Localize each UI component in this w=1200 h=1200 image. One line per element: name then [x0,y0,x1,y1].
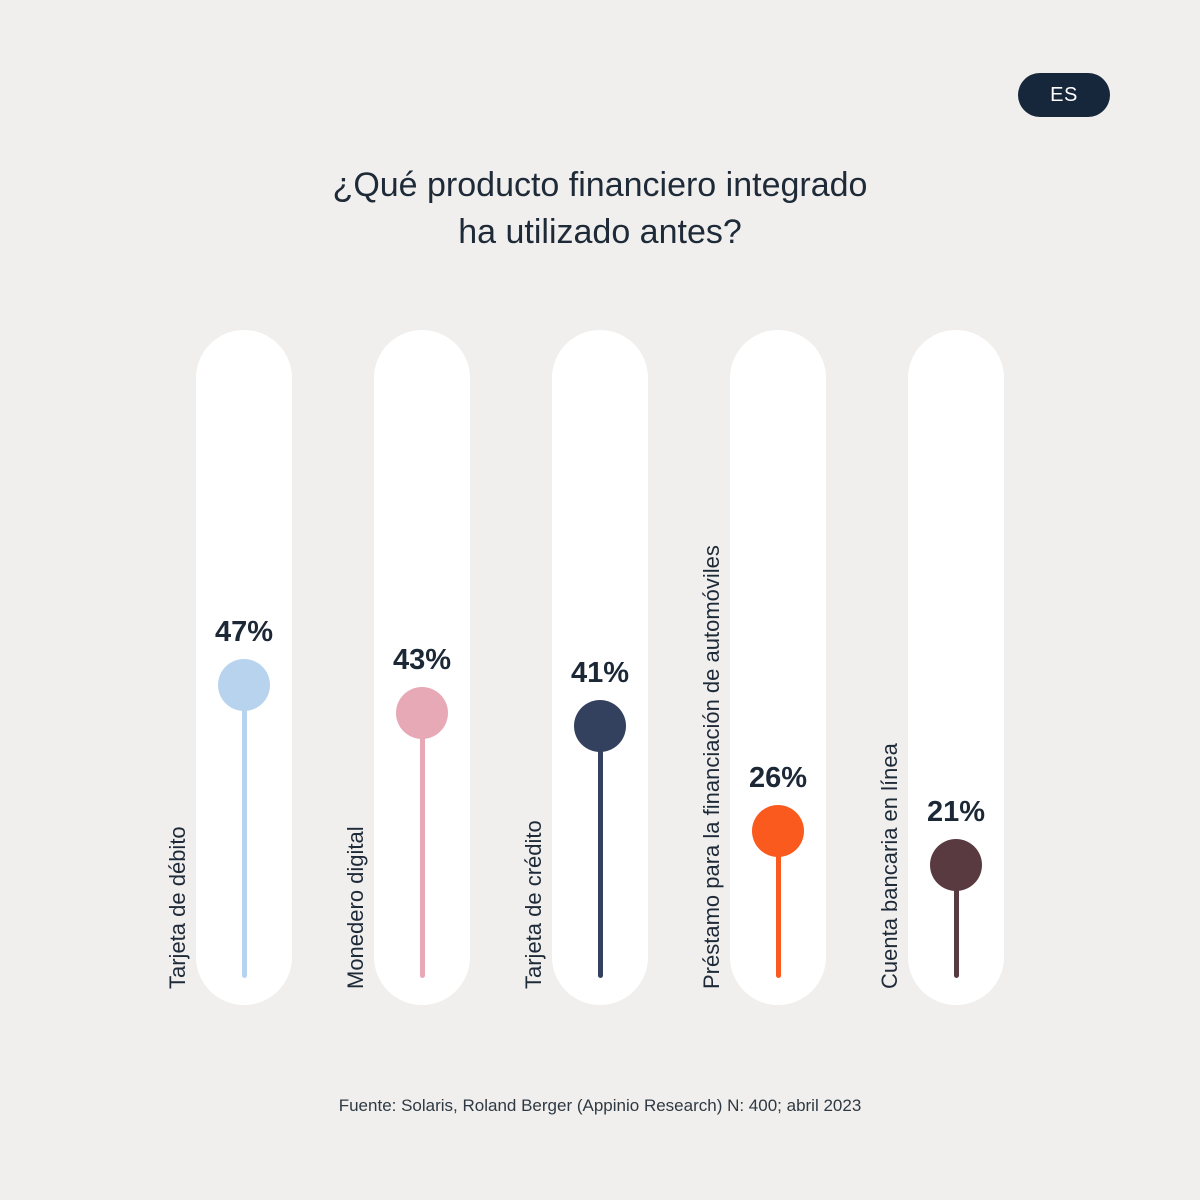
chart-title-line1: ¿Qué producto financiero integrado [332,166,868,204]
chart-column: Cuenta bancaria en línea 21% [872,330,1004,1005]
lollipop-dot [752,805,804,857]
value-label: 26% [748,762,808,794]
value-label: 43% [392,644,452,676]
source-note: Fuente: Solaris, Roland Berger (Appinio … [338,1096,862,1115]
lollipop-stem [953,865,959,978]
category-label: Monedero digital [343,826,368,989]
lollipop-dot [574,700,626,752]
chart-column: Tarjeta de crédito 41% [516,330,648,1005]
language-badge[interactable]: ES [1018,73,1110,117]
lollipop-track: 41% [552,330,648,1005]
lollipop-track: 21% [908,330,1004,1005]
value-label: 47% [214,616,274,648]
lollipop-stem [775,831,781,978]
chart-title-line2: ha utilizado antes? [458,213,742,251]
lollipop-dot [218,659,270,711]
language-badge-label: ES [1050,83,1078,106]
category-label: Tarjeta de débito [165,826,190,989]
category-label: Tarjeta de crédito [521,820,546,989]
lollipop-track: 26% [730,330,826,1005]
chart-column: Tarjeta de débito 47% [160,330,292,1005]
lollipop-stem [241,685,247,978]
chart-title: ¿Qué producto financiero integrado ha ut… [0,162,1200,256]
value-label: 21% [926,796,986,828]
lollipop-dot [396,687,448,739]
chart-column: Monedero digital 43% [338,330,470,1005]
lollipop-dot [930,839,982,891]
lollipop-chart: Tarjeta de débito 47% Monedero digital 43% T… [0,330,1200,1005]
lollipop-track: 43% [374,330,470,1005]
lollipop-track: 47% [196,330,292,1005]
lollipop-stem [597,726,603,978]
category-label: Préstamo para la financiación de automóv… [699,545,724,989]
chart-column: Préstamo para la financiación de automóv… [694,330,826,1005]
category-label: Cuenta bancaria en línea [877,743,902,989]
value-label: 41% [570,657,630,689]
lollipop-stem [419,713,425,978]
